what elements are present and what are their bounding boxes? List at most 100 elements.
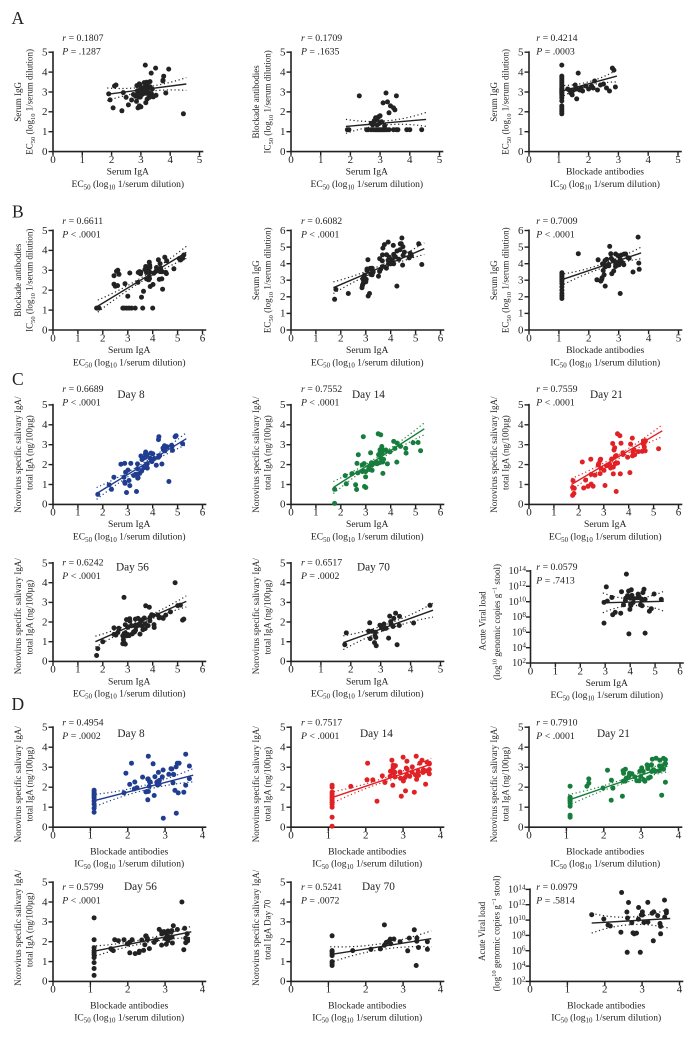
svg-text:Day 56: Day 56 xyxy=(124,881,157,893)
svg-text:Serum IgG: Serum IgG xyxy=(13,82,23,122)
svg-text:EC50​ (log10​ 1/serum dilution: EC50​ (log10​ 1/serum dilution) xyxy=(71,179,184,191)
svg-text:EC50​ (log10​ 1/serum dilution: EC50​ (log10​ 1/serum dilution) xyxy=(501,49,513,155)
svg-text:0: 0 xyxy=(42,976,48,988)
svg-text:total IgA (ng/100µg): total IgA (ng/100µg) xyxy=(25,892,35,967)
svg-text:Day 14: Day 14 xyxy=(360,728,393,740)
svg-text:3: 3 xyxy=(162,984,168,996)
svg-text:Norovirus specific salivary Ig: Norovirus specific salivary IgA/ xyxy=(251,869,261,986)
svg-text:5: 5 xyxy=(42,399,48,411)
svg-text:6: 6 xyxy=(438,332,444,344)
svg-text:(log10​ genomic copies g−1​ st: (log10​ genomic copies g−1​ stool) xyxy=(492,564,502,680)
svg-text:5: 5 xyxy=(437,154,443,166)
svg-text:Day 56: Day 56 xyxy=(116,562,149,574)
svg-text:6: 6 xyxy=(200,507,206,519)
svg-text:3: 3 xyxy=(518,762,524,774)
svg-text:4: 4 xyxy=(42,66,48,78)
svg-text:2: 2 xyxy=(518,782,524,794)
svg-text:106​: 106​ xyxy=(512,625,526,638)
svg-text:5: 5 xyxy=(42,557,48,569)
svg-text:1: 1 xyxy=(318,664,324,676)
svg-text:4: 4 xyxy=(280,577,286,589)
svg-text:5: 5 xyxy=(651,507,657,519)
svg-text:1: 1 xyxy=(80,154,86,166)
svg-text:r = 0.7517: r = 0.7517 xyxy=(301,718,342,729)
svg-text:2: 2 xyxy=(109,154,115,166)
svg-text:P < .0001: P < .0001 xyxy=(61,229,101,240)
svg-text:r = 0.0979: r = 0.0979 xyxy=(536,882,577,893)
svg-text:5: 5 xyxy=(518,399,524,411)
svg-text:1: 1 xyxy=(280,956,286,968)
svg-text:Serum IgA: Serum IgA xyxy=(346,676,388,687)
svg-text:0: 0 xyxy=(528,665,534,677)
svg-text:1: 1 xyxy=(518,802,524,814)
svg-text:P = .5814: P = .5814 xyxy=(535,895,575,906)
svg-text:P = .0072: P = .0072 xyxy=(300,895,340,906)
svg-text:4: 4 xyxy=(627,665,633,677)
svg-text:5: 5 xyxy=(518,241,524,253)
svg-text:2: 2 xyxy=(125,984,131,996)
svg-text:0: 0 xyxy=(288,154,294,166)
svg-text:4: 4 xyxy=(280,258,286,270)
svg-text:1: 1 xyxy=(313,507,319,519)
svg-text:1: 1 xyxy=(42,126,48,138)
svg-text:P < .0001: P < .0001 xyxy=(535,731,575,742)
svg-text:2: 2 xyxy=(586,332,592,344)
svg-text:0: 0 xyxy=(50,984,56,996)
svg-text:P = .7413: P = .7413 xyxy=(535,575,575,586)
svg-text:Serum IgA: Serum IgA xyxy=(346,519,388,530)
svg-text:Blockade antibodies: Blockade antibodies xyxy=(328,847,406,858)
svg-text:3: 3 xyxy=(162,830,168,842)
svg-text:1: 1 xyxy=(280,479,286,491)
svg-text:3: 3 xyxy=(280,439,286,451)
svg-text:0: 0 xyxy=(42,499,48,511)
svg-text:P < .0001: P < .0001 xyxy=(300,229,340,240)
svg-text:EC50​ (log10​ 1/serum dilution: EC50​ (log10​ 1/serum dilution) xyxy=(311,688,424,700)
svg-text:6: 6 xyxy=(280,225,286,237)
svg-text:104​: 104​ xyxy=(512,641,526,654)
svg-text:0: 0 xyxy=(280,146,286,158)
svg-text:6: 6 xyxy=(677,665,683,677)
svg-text:1: 1 xyxy=(551,507,557,519)
svg-text:5: 5 xyxy=(42,47,48,59)
svg-text:IC50​ (log10​ 1/serum dilution: IC50​ (log10​ 1/serum dilution) xyxy=(312,859,422,871)
svg-text:108​: 108​ xyxy=(512,928,526,941)
svg-text:0: 0 xyxy=(527,984,533,996)
svg-text:Day 70: Day 70 xyxy=(357,562,390,574)
svg-text:1012​: 1012​ xyxy=(508,898,526,911)
svg-text:4: 4 xyxy=(677,984,683,996)
svg-text:Serum IgG: Serum IgG xyxy=(489,260,499,300)
svg-text:0: 0 xyxy=(280,656,286,668)
svg-text:D: D xyxy=(12,694,25,714)
svg-text:r = 0.1709: r = 0.1709 xyxy=(301,33,342,44)
svg-text:2: 2 xyxy=(42,459,48,471)
svg-text:Serum IgA: Serum IgA xyxy=(346,345,388,356)
svg-text:Serum IgA: Serum IgA xyxy=(346,167,388,178)
svg-text:Norovirus specific salivary Ig: Norovirus specific salivary IgA/ xyxy=(13,726,23,843)
svg-text:1: 1 xyxy=(564,830,570,842)
svg-text:2: 2 xyxy=(100,664,106,676)
svg-text:3: 3 xyxy=(638,830,644,842)
svg-text:4: 4 xyxy=(407,154,413,166)
svg-text:0: 0 xyxy=(42,656,48,668)
svg-text:Serum IgA: Serum IgA xyxy=(108,519,150,530)
svg-text:Serum IgG: Serum IgG xyxy=(489,82,499,122)
svg-text:3: 3 xyxy=(280,916,286,928)
svg-text:2: 2 xyxy=(363,830,369,842)
svg-text:(log10​ genomic copies g−1​ st: (log10​ genomic copies g−1​ stool) xyxy=(491,875,501,991)
svg-text:4: 4 xyxy=(42,896,48,908)
svg-text:2: 2 xyxy=(280,106,286,118)
svg-text:Serum IgA: Serum IgA xyxy=(107,167,149,178)
svg-text:5: 5 xyxy=(518,722,524,734)
svg-text:1: 1 xyxy=(88,984,94,996)
svg-text:3: 3 xyxy=(42,597,48,609)
svg-text:5: 5 xyxy=(42,877,48,889)
svg-text:r = 0.0579: r = 0.0579 xyxy=(536,562,577,573)
svg-text:Blockade antibodies: Blockade antibodies xyxy=(90,847,168,858)
svg-text:0: 0 xyxy=(50,507,56,519)
svg-text:A: A xyxy=(12,8,25,28)
svg-text:3: 3 xyxy=(377,154,383,166)
svg-text:Norovirus specific salivary Ig: Norovirus specific salivary IgA/ xyxy=(251,396,261,513)
svg-text:6: 6 xyxy=(200,332,206,344)
svg-text:1: 1 xyxy=(280,636,286,648)
svg-text:5: 5 xyxy=(280,877,286,889)
